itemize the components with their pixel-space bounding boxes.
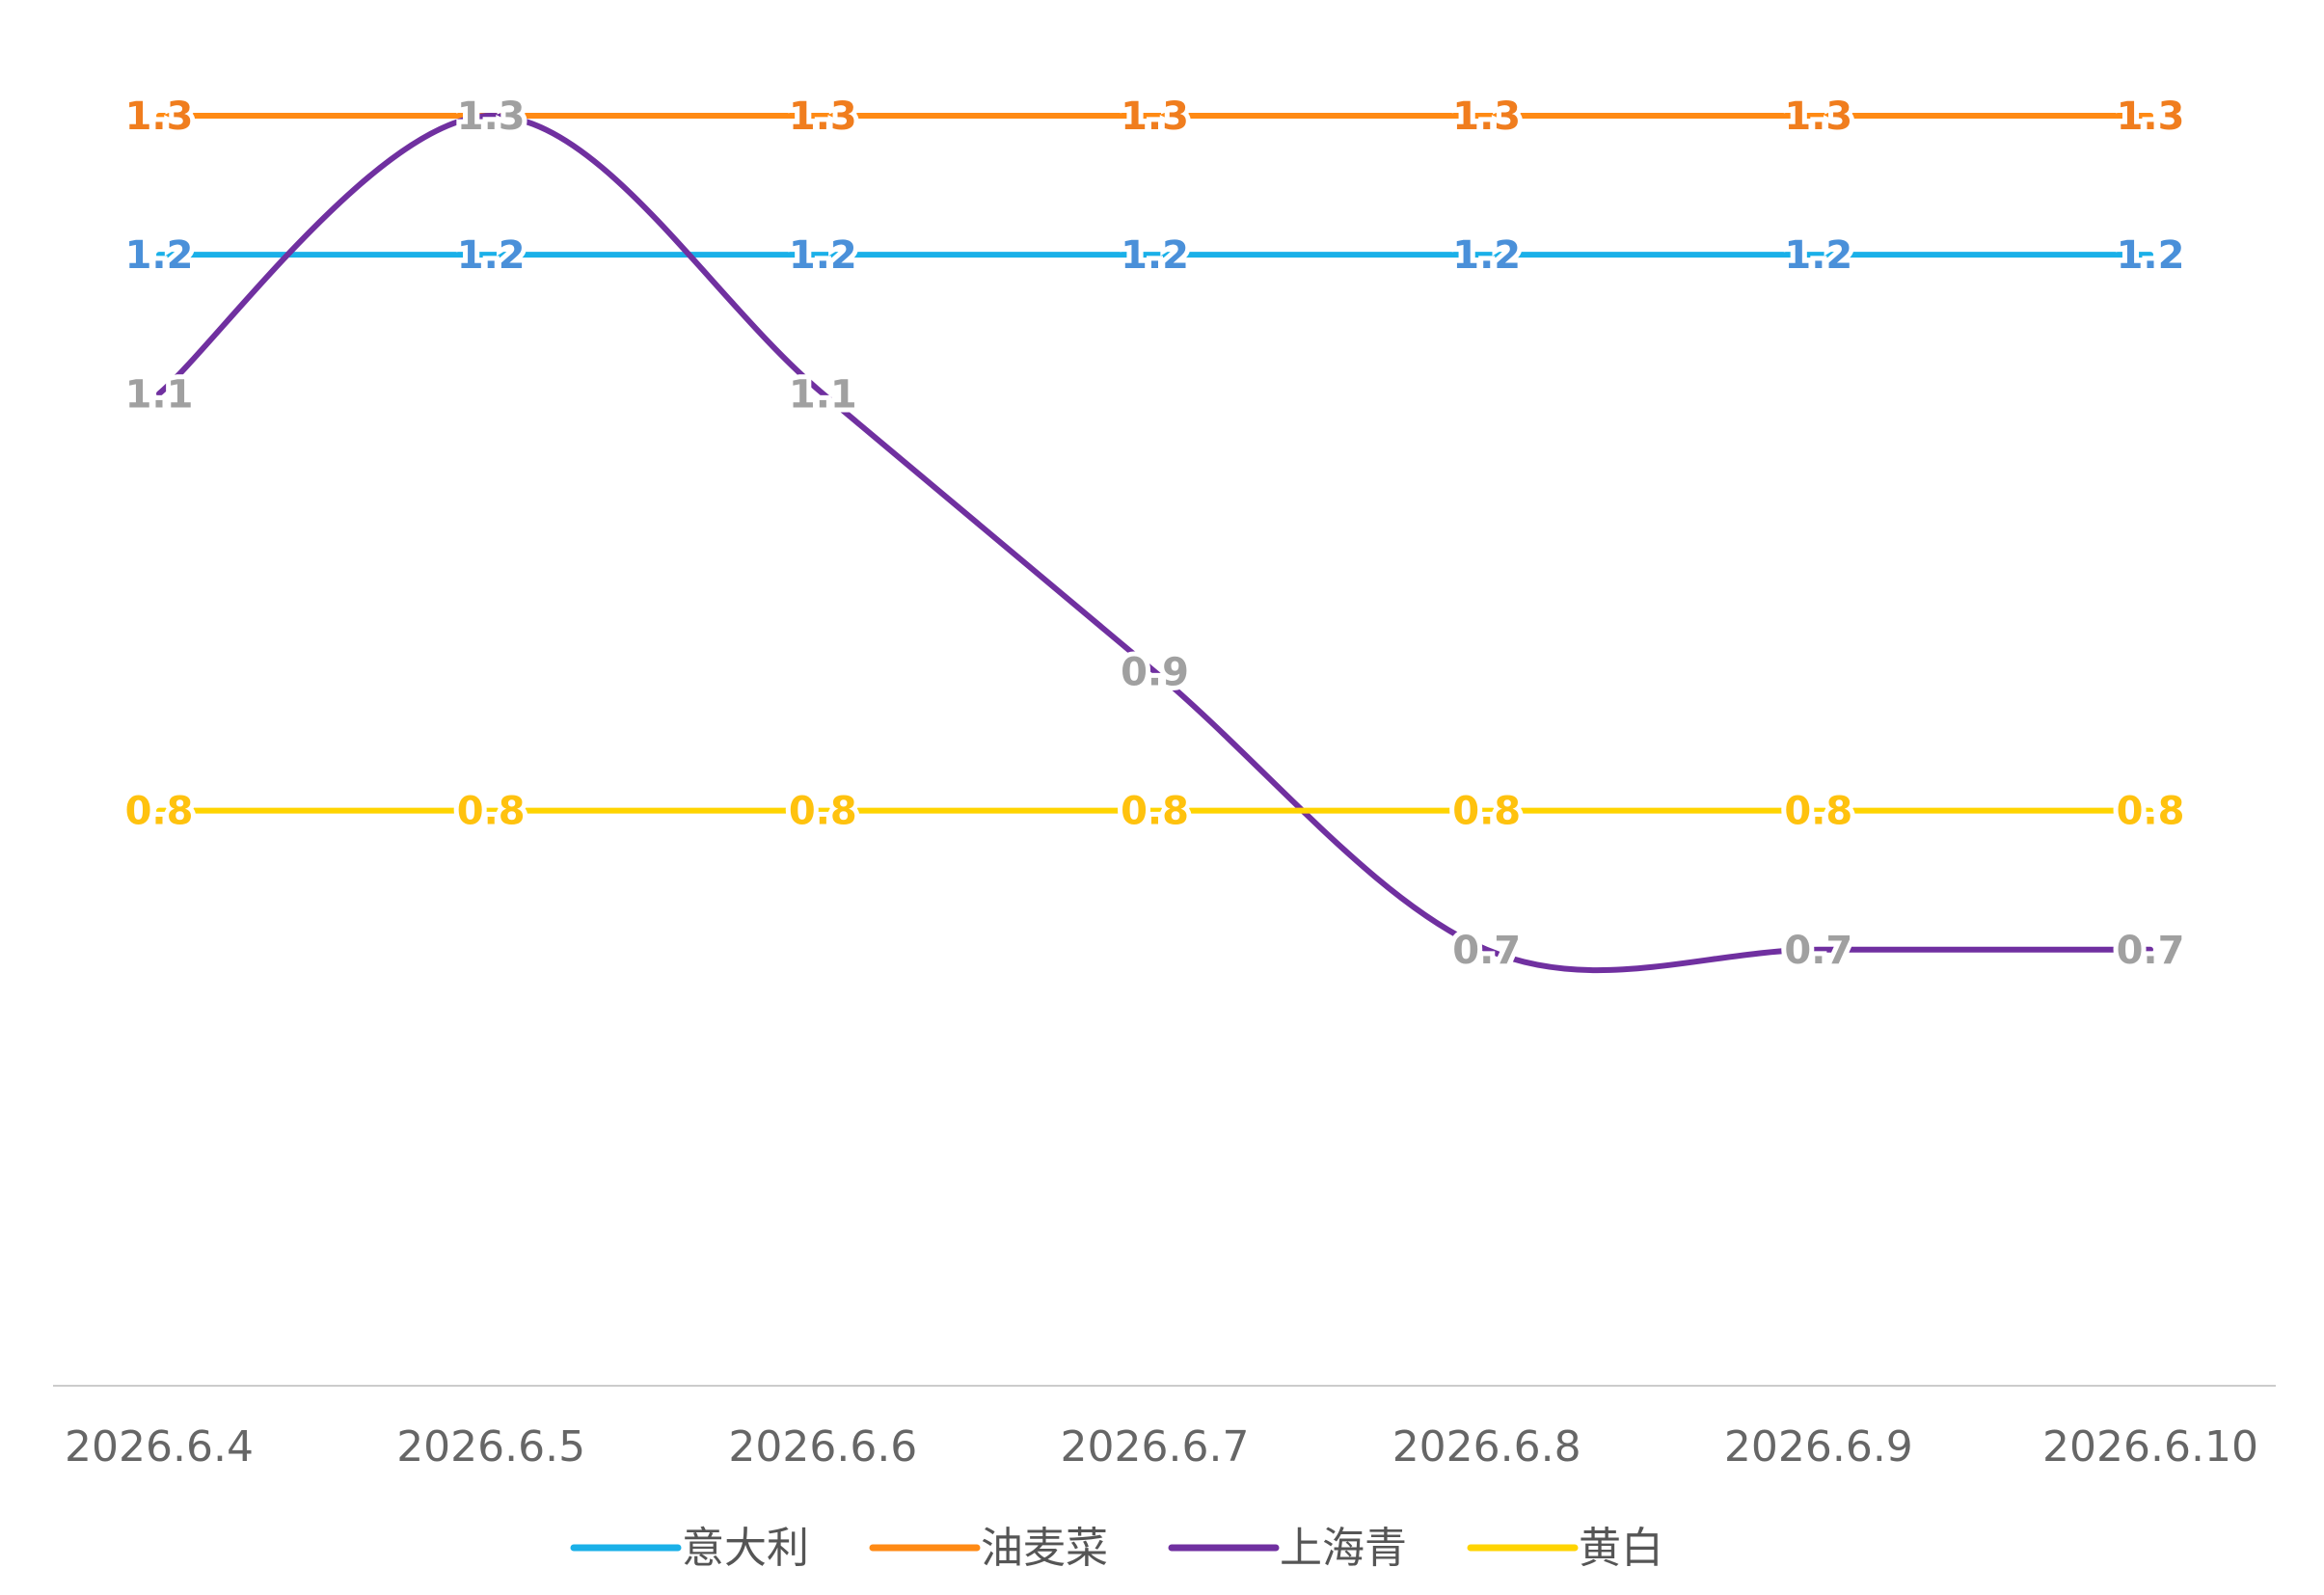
data-label: 0.7 — [2117, 929, 2185, 973]
x-axis-tick-labels: 2026.6.4 2026.6.5 2026.6.6 2026.6.7 2026.6.8… — [65, 1422, 2258, 1472]
x-tick-label: 2026.6.5 — [396, 1422, 585, 1472]
x-tick-label: 2026.6.8 — [1392, 1422, 1581, 1472]
data-label: 1.3 — [1121, 95, 1189, 139]
series-line-3 — [156, 113, 2153, 974]
data-labels-layer: 1.2 1.2 1.2 1.2 1.2 1.2 1.2 1.3 1.3 1.3 1.3 1.3 1.3 1… — [121, 90, 2190, 978]
data-label: 1.2 — [2117, 233, 2185, 278]
data-label: 1.3 — [1784, 95, 1852, 139]
data-label: 0.8 — [1121, 790, 1189, 834]
data-label: 0.8 — [2117, 790, 2185, 834]
data-label: 1.3 — [1452, 95, 1521, 139]
legend-item[interactable]: 黄白 — [1467, 1524, 1663, 1573]
data-label: 1.2 — [1121, 233, 1189, 278]
x-tick-label: 2026.6.10 — [2042, 1422, 2258, 1472]
data-label: 1.3 — [457, 95, 526, 139]
data-label: 0.7 — [1452, 929, 1521, 973]
legend-item[interactable]: 油麦菜 — [869, 1524, 1108, 1573]
data-label: 1.3 — [125, 95, 194, 139]
data-label: 0.8 — [125, 790, 194, 834]
x-tick-label: 2026.6.4 — [65, 1422, 254, 1472]
legend-label: 油麦菜 — [981, 1524, 1108, 1573]
data-label: 1.2 — [1784, 233, 1852, 278]
data-label: 1.2 — [789, 233, 857, 278]
series-layer — [156, 112, 2153, 974]
legend-item[interactable]: 意大利 — [570, 1524, 809, 1573]
x-tick-label: 2026.6.7 — [1061, 1422, 1250, 1472]
data-label: 0.7 — [1784, 929, 1852, 973]
legend-label: 意大利 — [682, 1524, 809, 1573]
data-label: 1.2 — [457, 233, 526, 278]
x-tick-label: 2026.6.9 — [1724, 1422, 1913, 1472]
data-label: 1.2 — [1452, 233, 1521, 278]
data-label: 1.2 — [125, 233, 194, 278]
data-label: 1.3 — [2117, 95, 2185, 139]
data-label: 0.9 — [1121, 651, 1189, 695]
data-label: 1.3 — [789, 95, 857, 139]
legend-label: 上海青 — [1280, 1524, 1407, 1573]
data-label: 1.1 — [789, 372, 857, 417]
data-label: 1.3 — [457, 95, 526, 139]
data-label: 0.8 — [789, 790, 857, 834]
legend: 意大利 油麦菜 上海青 黄白 — [570, 1524, 1663, 1573]
data-label: 0.8 — [1452, 790, 1521, 834]
data-label: 0.8 — [1784, 790, 1852, 834]
data-label: 1.1 — [125, 372, 194, 417]
data-label: 0.8 — [457, 790, 526, 834]
legend-label: 黄白 — [1579, 1524, 1663, 1573]
legend-item[interactable]: 上海青 — [1168, 1524, 1407, 1573]
x-tick-label: 2026.6.6 — [728, 1422, 917, 1472]
